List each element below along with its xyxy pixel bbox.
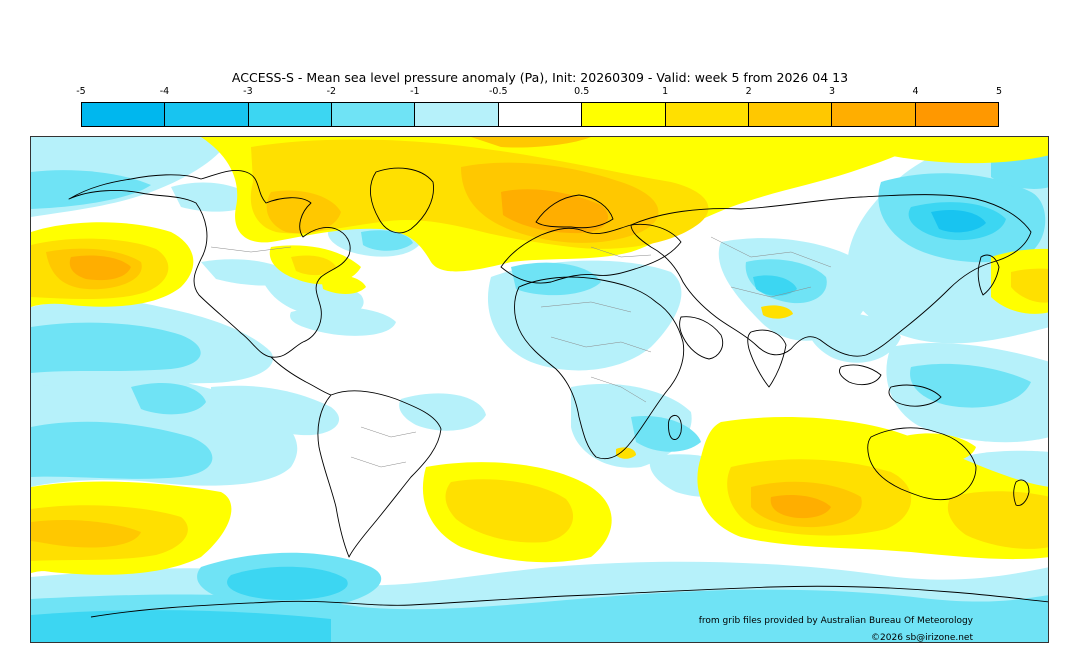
colorbar-tick-label: 2	[745, 86, 752, 97]
colorbar-tick-label: -4	[159, 86, 170, 97]
colorbar-tick-label: -1	[410, 86, 420, 97]
map-title: ACCESS-S - Mean sea level pressure anoma…	[231, 70, 849, 85]
colorbar-swatch	[165, 103, 249, 126]
colorbar-swatch	[832, 103, 916, 126]
colorbar-tick-label: 5	[995, 86, 1003, 97]
colorbar-tick-label: 1	[662, 86, 669, 97]
negative-anomaly-regions	[31, 137, 1048, 642]
colorbar-tick-label: -3	[243, 86, 253, 97]
data-source-credit: from grib files provided by Australian B…	[698, 616, 973, 626]
colorbar-swatch	[498, 103, 583, 126]
map-panel	[30, 136, 1049, 643]
copyright-credit: ©2026 sb@irizone.net	[871, 633, 973, 643]
anomaly-map	[31, 137, 1048, 642]
colorbar-tick-labels: -5 -4 -3 -2 -1 -0.5 0.5 1 2 3 4 5	[76, 86, 1003, 98]
colorbar-swatch	[665, 103, 749, 126]
colorbar-tick-label: 0.5	[574, 86, 590, 97]
colorbar-swatch	[248, 103, 333, 126]
colorbar-swatch	[415, 103, 499, 126]
colorbar-tick-label: 3	[829, 86, 836, 97]
colorbar-tick-label: -0.5	[488, 86, 508, 97]
colorbar-swatch	[82, 103, 166, 126]
colorbar	[81, 102, 999, 127]
colorbar-swatch	[332, 103, 416, 126]
colorbar-swatch	[748, 103, 833, 126]
colorbar-tick-label: 4	[912, 86, 919, 97]
colorbar-swatch	[582, 103, 666, 126]
positive-anomaly-regions	[31, 137, 1048, 575]
colorbar-tick-label: -5	[76, 86, 86, 97]
colorbar-swatch	[915, 103, 998, 126]
colorbar-tick-label: -2	[326, 86, 337, 97]
country-borders	[210, 236, 832, 468]
coastlines	[68, 167, 1048, 618]
